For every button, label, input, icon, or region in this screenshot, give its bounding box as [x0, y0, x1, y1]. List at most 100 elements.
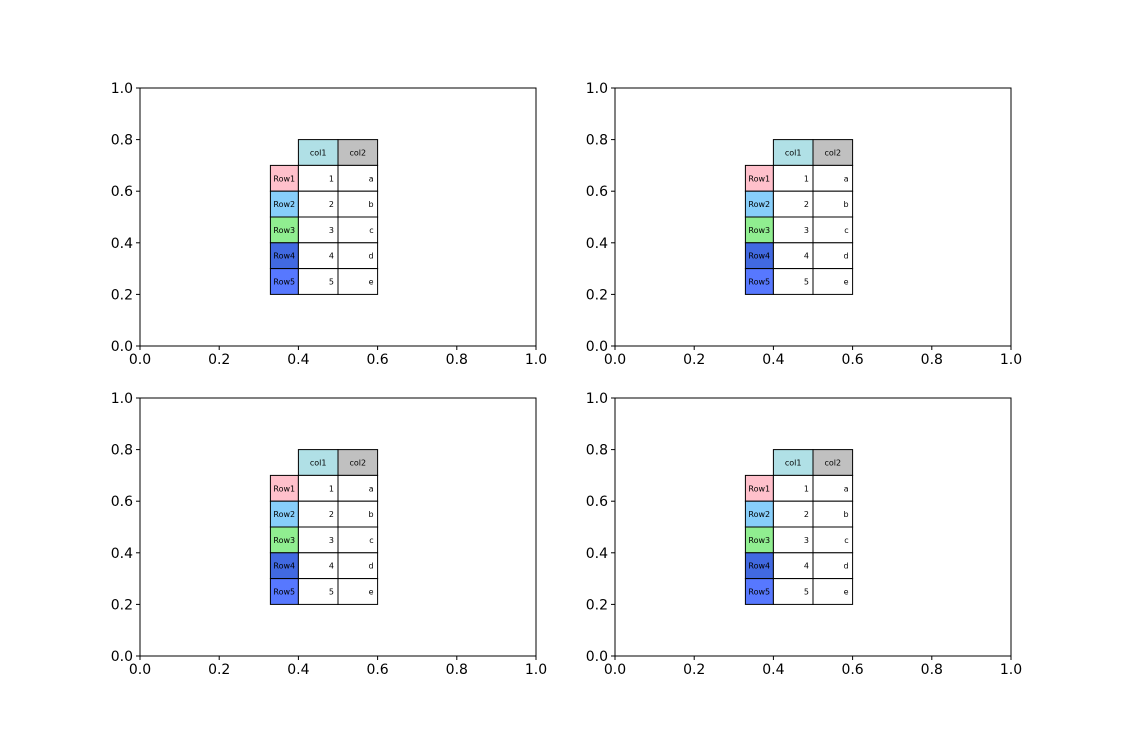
- row-label-cell: [744, 190, 774, 218]
- y-tick-label: 1.0: [111, 391, 133, 407]
- x-tick-label: 0.2: [683, 352, 705, 368]
- table-cell-value: b: [369, 510, 374, 519]
- table-cell: [337, 552, 379, 580]
- table-cell-value: c: [844, 226, 848, 235]
- row-label: Row1: [748, 484, 770, 493]
- row-label: Row3: [273, 536, 295, 545]
- row-label: Row5: [748, 278, 770, 287]
- x-tick-label: 0.0: [129, 662, 151, 678]
- table-cell-value: c: [369, 226, 373, 235]
- table-cell-value: 1: [804, 484, 809, 493]
- y-tick-label: 0.2: [586, 287, 608, 303]
- x-tick-label: 0.4: [287, 662, 309, 678]
- y-tick-label: 0.4: [111, 236, 133, 252]
- x-tick-label: 1.0: [1000, 662, 1022, 678]
- subplot-3: col1 col2 Row1 1 a Row2 2 b Row3 3 c Row4 4 d Row5 5 e 0.…: [111, 391, 547, 678]
- col-header-label: col1: [785, 149, 802, 158]
- table-cell-value: a: [369, 484, 374, 493]
- table-cell-value: a: [369, 174, 374, 183]
- x-tick-label: 0.6: [366, 662, 388, 678]
- row-label-cell: [269, 190, 299, 218]
- x-tick-label: 1.0: [1000, 352, 1022, 368]
- table-cell-value: d: [844, 252, 849, 261]
- data-table: col1 col2 Row1 1 a Row2 2 b Row3 3 c Row4 4 d Row5 5 e: [269, 449, 379, 605]
- table-cell-value: 4: [329, 562, 334, 571]
- table-cell: [337, 474, 379, 502]
- col-header-cell: [812, 139, 854, 166]
- x-tick-label: 0.4: [762, 662, 784, 678]
- y-tick-label: 0.4: [111, 546, 133, 562]
- x-tick-label: 0.8: [446, 352, 468, 368]
- row-label-cell: [744, 474, 774, 502]
- table-cell: [337, 578, 379, 605]
- x-tick-label: 0.8: [446, 662, 468, 678]
- table-cell-value: 3: [804, 226, 809, 235]
- table-cell-value: b: [369, 200, 374, 209]
- table-cell-value: 2: [804, 510, 809, 519]
- row-label: Row4: [273, 562, 295, 571]
- table-cell-value: 5: [329, 588, 334, 597]
- table-cell-value: e: [844, 278, 849, 287]
- row-label: Row5: [273, 588, 295, 597]
- table-cell: [772, 268, 814, 295]
- col-header-label: col2: [824, 149, 841, 158]
- table-cell-value: 5: [804, 278, 809, 287]
- table-cell-value: 4: [804, 562, 809, 571]
- table-cell: [812, 164, 854, 192]
- y-tick-label: 0.6: [111, 494, 133, 510]
- data-table: col1 col2 Row1 1 a Row2 2 b Row3 3 c Row4 4 d Row5 5 e: [269, 139, 379, 295]
- y-tick-label: 0.8: [111, 443, 133, 459]
- col-header-cell: [297, 139, 339, 166]
- col-header-cell: [297, 449, 339, 476]
- table-cell: [297, 268, 339, 295]
- table-cell: [337, 526, 379, 554]
- x-tick-label: 0.6: [841, 352, 863, 368]
- y-tick-label: 0.4: [586, 236, 608, 252]
- table-cell: [772, 242, 814, 270]
- axes-frame: [614, 397, 1012, 657]
- col-header-cell: [812, 449, 854, 476]
- table-cell-value: e: [369, 588, 374, 597]
- row-label: Row4: [748, 562, 770, 571]
- x-tick-label: 0.4: [287, 352, 309, 368]
- table-cell-value: 3: [329, 536, 334, 545]
- table-cell: [772, 164, 814, 192]
- x-tick-label: 0.0: [129, 352, 151, 368]
- row-label: Row5: [748, 588, 770, 597]
- row-label: Row4: [273, 252, 295, 261]
- y-tick-label: 0.8: [111, 133, 133, 149]
- y-tick-label: 1.0: [111, 81, 133, 97]
- row-label-cell: [269, 578, 299, 605]
- col-header-label: col1: [785, 459, 802, 468]
- table-cell-value: 3: [804, 536, 809, 545]
- y-tick-label: 1.0: [586, 81, 608, 97]
- col-header-label: col2: [349, 459, 366, 468]
- col-header-label: col1: [310, 459, 327, 468]
- table-cell-value: e: [844, 588, 849, 597]
- table-cell-value: b: [844, 510, 849, 519]
- x-tick-label: 0.8: [921, 352, 943, 368]
- row-label: Row2: [748, 200, 770, 209]
- table-cell-value: b: [844, 200, 849, 209]
- table-cell-value: 3: [329, 226, 334, 235]
- row-label: Row1: [748, 174, 770, 183]
- x-tick-label: 0.0: [604, 662, 626, 678]
- x-tick-label: 0.4: [762, 352, 784, 368]
- col-header-label: col2: [824, 459, 841, 468]
- table-cell: [337, 500, 379, 528]
- table-cell: [297, 500, 339, 528]
- table-cell: [812, 578, 854, 605]
- row-label: Row2: [273, 200, 295, 209]
- x-tick-label: 0.2: [683, 662, 705, 678]
- row-label: Row2: [748, 510, 770, 519]
- col-header-label: col2: [349, 149, 366, 158]
- y-tick-label: 1.0: [586, 391, 608, 407]
- y-tick-label: 0.4: [586, 546, 608, 562]
- table-cell: [297, 216, 339, 244]
- data-table: col1 col2 Row1 1 a Row2 2 b Row3 3 c Row4 4 d Row5 5 e: [744, 449, 854, 605]
- table-cell: [772, 190, 814, 218]
- table-cell: [812, 526, 854, 554]
- y-tick-label: 0.0: [586, 649, 608, 665]
